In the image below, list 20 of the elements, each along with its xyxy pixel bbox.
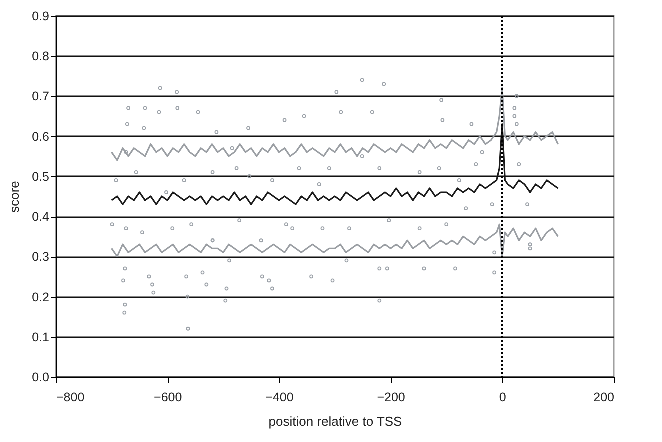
y-tick-label: 0.0 <box>32 370 50 384</box>
x-tick-label: 200 <box>594 390 615 404</box>
y-tick-label: 0.3 <box>32 250 50 264</box>
x-tick-label: −800 <box>56 390 85 404</box>
y-tick-label: 0.7 <box>32 90 50 104</box>
y-tick-label: 0.6 <box>32 130 50 144</box>
x-tick-label: 0 <box>499 390 506 404</box>
line-series <box>111 87 559 162</box>
y-tick-label: 0.2 <box>32 290 50 304</box>
y-tick-label: 0.8 <box>32 50 50 64</box>
y-axis-title: score <box>7 181 22 213</box>
line-series <box>111 224 559 258</box>
x-tick-label: −200 <box>377 390 406 404</box>
y-tick-label: 0.5 <box>32 170 50 184</box>
x-tick-label: −600 <box>154 390 182 404</box>
y-tick-label: 0.4 <box>32 210 50 224</box>
x-axis-title: position relative to TSS <box>268 414 403 429</box>
y-tick-label: 0.1 <box>32 330 50 344</box>
y-tick-label: 0.9 <box>32 10 50 24</box>
x-tick-label: −400 <box>266 390 294 404</box>
